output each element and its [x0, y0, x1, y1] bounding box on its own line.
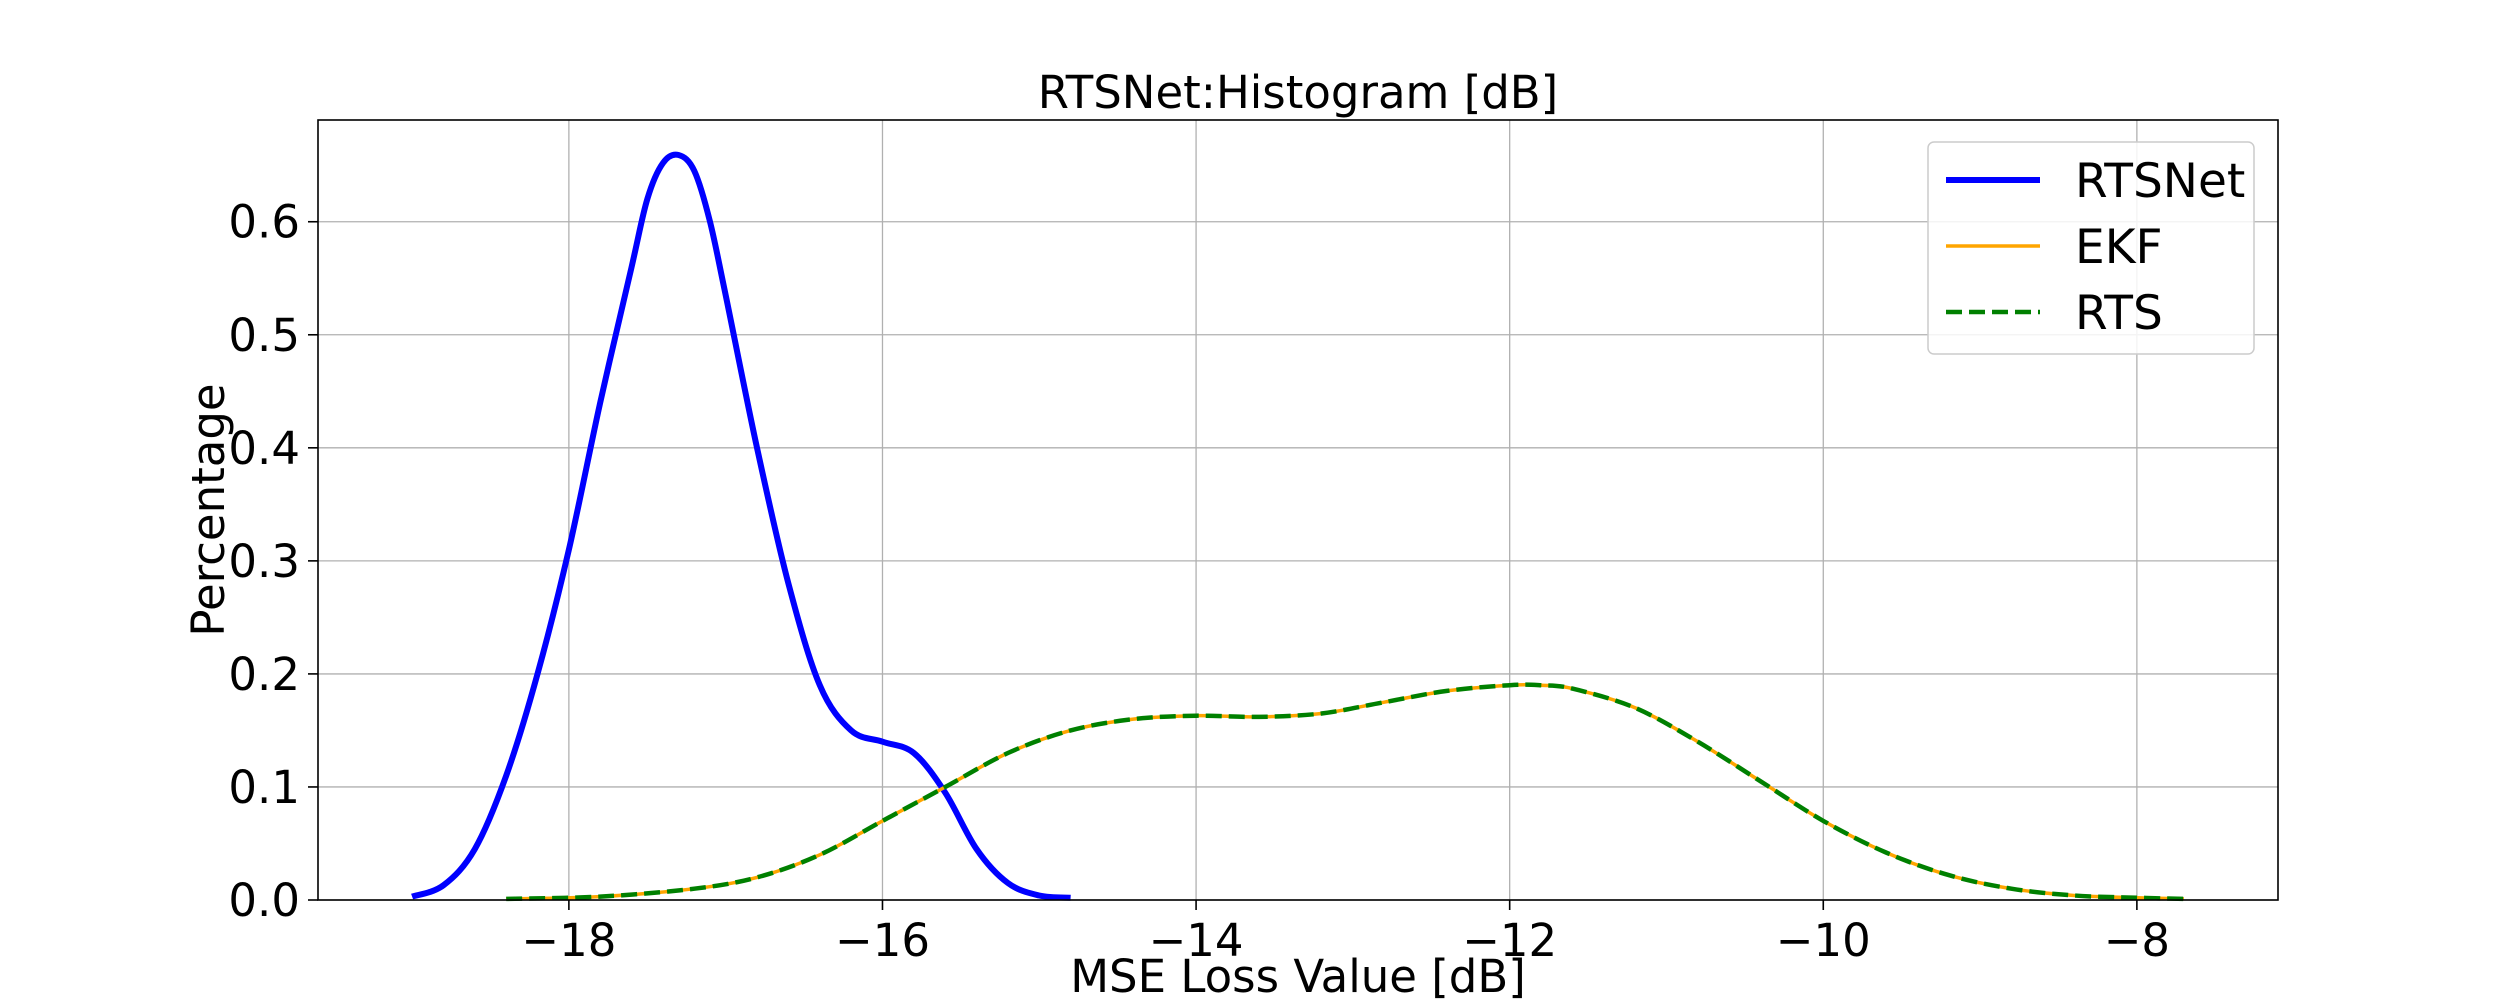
y-tick-label: 0.1 [228, 761, 300, 814]
legend-box [1927, 141, 2255, 355]
series-line-rts [506, 682, 2184, 902]
x-tick-label: −8 [2104, 914, 2170, 967]
y-tick-label: 0.6 [228, 196, 300, 249]
x-tick-label: −12 [1462, 914, 1557, 967]
legend-label-rtsnet: RTSNet [2075, 154, 2245, 209]
legend-label-ekf: EKF [2075, 220, 2163, 275]
y-tick-label: 0.0 [228, 874, 300, 927]
legend-label-rts: RTS [2075, 286, 2163, 341]
y-tick-label: 0.4 [228, 422, 300, 475]
y-tick-label: 0.5 [228, 309, 300, 362]
x-tick-label: −14 [1149, 914, 1244, 967]
x-tick-label: −18 [521, 914, 616, 967]
chart-title: RTSNet:Histogram [dB] [1038, 66, 1559, 119]
x-axis-label: MSE Loss Value [dB] [1070, 950, 1526, 1000]
x-tick-label: −16 [835, 914, 930, 967]
series-layer [411, 151, 2184, 902]
series-line-ekf [506, 682, 2184, 901]
ticks-layer: −18 −16 −14 −12 −10 −8 0.0 0.1 0.2 0.3 0.4 0.5 0.6 [228, 196, 2170, 967]
x-tick-label: −10 [1776, 914, 1871, 967]
y-tick-label: 0.2 [228, 648, 300, 701]
series-line-rtsnet [411, 151, 1071, 901]
y-axis-label: Percentage [182, 383, 235, 636]
plot-frame [317, 119, 2279, 901]
legend: RTSNet EKF RTS [1927, 141, 2255, 355]
y-tick-label: 0.3 [228, 535, 300, 588]
